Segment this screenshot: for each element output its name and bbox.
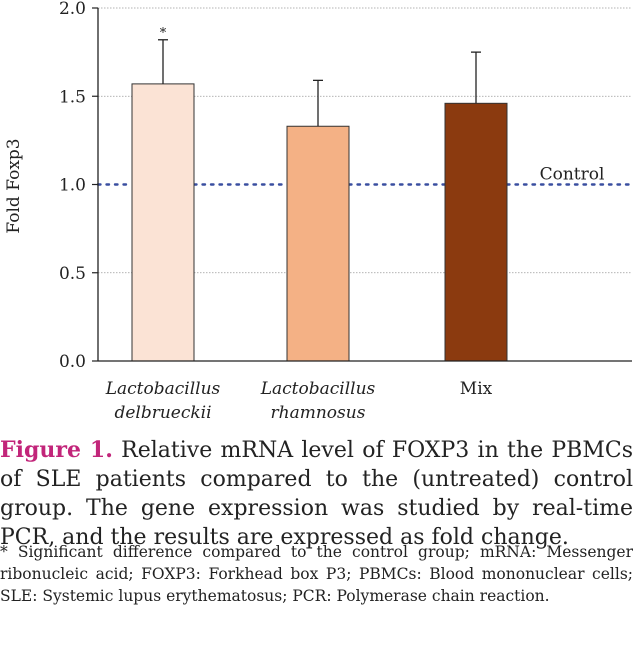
x-category-labels: Lactobacillus delbrueckii Lactobacillus rha…	[105, 379, 493, 423]
bar-1	[286, 125, 350, 362]
x-label-1-line2: rhamnosus	[271, 403, 366, 423]
y-tick-label-3: 1.5	[59, 87, 86, 107]
axes	[92, 7, 632, 362]
x-label-0-line2: delbrueckii	[114, 403, 211, 423]
y-tick-labels: 0.0 0.5 1.0 1.5 2.0	[59, 0, 86, 372]
footnote: * Significant difference compared to the…	[0, 543, 633, 605]
y-tick-label-4: 2.0	[59, 0, 86, 19]
control-reference-line: Control	[96, 165, 633, 186]
y-tick-label-0: 0.0	[59, 352, 86, 372]
x-label-2-line1: Mix	[460, 379, 493, 399]
gridlines	[98, 7, 632, 274]
x-label-0-line1: Lactobacillus	[105, 379, 221, 399]
bar-2	[444, 102, 508, 362]
caption-text: Relative mRNA level of FOXP3 in the PBMC…	[0, 438, 633, 550]
figure-label: Figure 1.	[0, 437, 113, 463]
control-line-label: Control	[540, 165, 605, 185]
bar-chart: Control * 0.0 0.5 1.0 1.5 2.0 Lactobacillus d…	[4, 0, 633, 423]
y-tick-label-2: 1.0	[59, 176, 86, 196]
y-tick-label-1: 0.5	[59, 264, 86, 284]
significance-marker-0: *	[160, 26, 167, 41]
x-label-1-line1: Lactobacillus	[260, 379, 376, 399]
figure-caption: Figure 1. Relative mRNA level of FOXP3 i…	[0, 436, 633, 552]
bar-0	[131, 83, 195, 362]
error-bars: *	[158, 26, 481, 127]
y-axis-label: Fold Foxp3	[4, 138, 24, 233]
bars	[131, 83, 508, 362]
